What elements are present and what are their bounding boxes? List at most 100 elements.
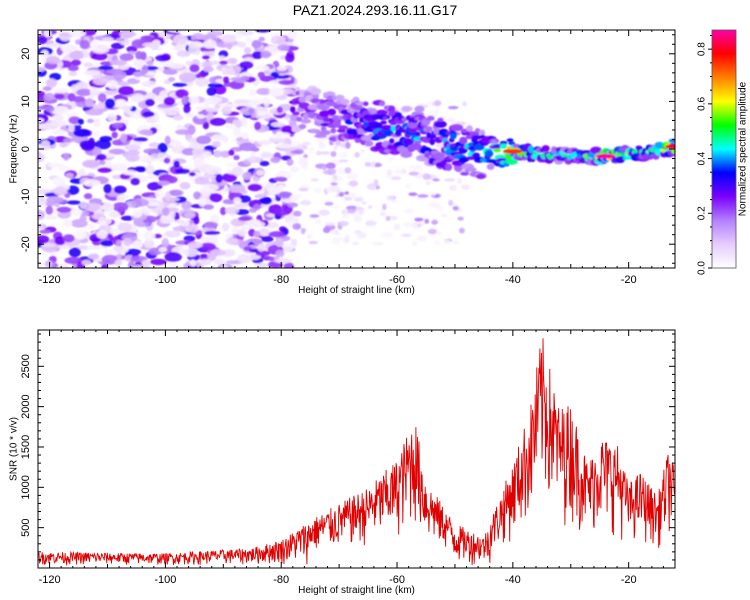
- noise-blob: [213, 150, 222, 158]
- noise-blob: [107, 79, 119, 90]
- noise-blob: [434, 100, 442, 106]
- ridge-blob: [335, 94, 345, 100]
- noise-blob: [183, 235, 196, 242]
- ridge-blob: [493, 148, 502, 153]
- noise-blob: [462, 101, 467, 107]
- ridge-blob: [325, 101, 338, 107]
- noise-blob: [408, 171, 419, 176]
- noise-blob: [330, 151, 337, 157]
- noise-blob: [54, 93, 65, 100]
- ridge-blob: [472, 152, 480, 158]
- noise-blob: [273, 208, 291, 216]
- noise-blob: [330, 182, 338, 186]
- noise-blob: [319, 151, 330, 155]
- noise-blob: [310, 178, 319, 182]
- noise-blob: [51, 105, 70, 116]
- noise-blob: [189, 64, 200, 73]
- noise-blob: [347, 176, 354, 180]
- noise-blob: [185, 112, 195, 118]
- ridge-blob: [363, 101, 369, 107]
- noise-blob: [98, 65, 114, 71]
- noise-blob: [98, 216, 112, 226]
- noise-blob: [303, 144, 308, 150]
- y-tick-label: 20: [20, 48, 32, 60]
- ridge-blob: [506, 138, 514, 142]
- ridge-blob: [429, 138, 436, 146]
- y-tick-label: 2000: [20, 394, 32, 418]
- noise-blob: [202, 39, 217, 49]
- noise-blob: [435, 231, 442, 235]
- noise-blob: [165, 191, 171, 202]
- ridge-blob: [475, 173, 486, 179]
- noise-blob: [111, 131, 118, 139]
- ridge-blob: [479, 129, 486, 136]
- noise-blob: [145, 165, 155, 175]
- noise-blob: [168, 77, 176, 82]
- x-tick-label: -100: [154, 574, 176, 586]
- noise-blob: [203, 221, 219, 229]
- x-tick-label: -80: [273, 574, 289, 586]
- noise-blob: [106, 113, 117, 122]
- noise-blob: [253, 203, 261, 211]
- noise-blob: [58, 263, 69, 268]
- ridge-blob: [376, 109, 388, 116]
- colorbar-tick-label: 0.8: [697, 42, 708, 56]
- noise-blob: [278, 79, 295, 85]
- noise-blob: [228, 149, 235, 156]
- noise-blob: [331, 237, 344, 241]
- noise-blob: [427, 100, 433, 106]
- x-tick-label: -20: [621, 274, 637, 286]
- noise-blob: [146, 60, 154, 67]
- noise-blob: [213, 259, 226, 265]
- noise-blob: [207, 83, 223, 88]
- noise-blob: [242, 171, 253, 181]
- y-tick-label: 500: [20, 518, 32, 536]
- noise-blob: [68, 71, 78, 77]
- noise-blob: [256, 87, 272, 96]
- x-tick-label: -20: [621, 574, 637, 586]
- noise-blob: [117, 88, 132, 94]
- noise-blob: [219, 150, 231, 158]
- noise-blob: [451, 240, 460, 245]
- noise-blob: [174, 168, 191, 174]
- noise-blob: [443, 178, 456, 182]
- noise-blob: [133, 137, 148, 142]
- noise-blob: [391, 199, 398, 203]
- noise-blob: [123, 238, 132, 246]
- noise-blob: [195, 77, 209, 87]
- ridge-blob: [425, 126, 433, 133]
- x-tick-label: -120: [39, 574, 61, 586]
- noise-blob: [76, 88, 93, 97]
- ridge-blob: [459, 136, 468, 145]
- noise-blob: [188, 172, 196, 177]
- noise-blob: [257, 140, 273, 145]
- noise-blob: [381, 232, 394, 238]
- noise-blob: [122, 169, 136, 176]
- noise-blob: [326, 168, 337, 176]
- noise-blob: [155, 54, 170, 62]
- noise-blob: [422, 173, 431, 180]
- noise-blob: [269, 138, 287, 143]
- noise-blob: [365, 220, 377, 227]
- noise-blob: [40, 140, 51, 149]
- ridge-blob: [460, 172, 470, 176]
- noise-blob: [70, 84, 79, 93]
- noise-blob: [434, 194, 440, 198]
- noise-blob: [146, 174, 157, 180]
- noise-blob: [143, 231, 156, 242]
- noise-blob: [52, 129, 66, 135]
- ridge-blob: [298, 96, 307, 103]
- noise-blob: [157, 180, 170, 186]
- noise-blob: [116, 195, 125, 202]
- noise-blob: [258, 36, 265, 42]
- colorbar-tick-label: 0.6: [697, 96, 708, 110]
- x-tick-label: -120: [39, 274, 61, 286]
- noise-blob: [179, 72, 197, 83]
- noise-blob: [73, 128, 91, 138]
- noise-blob: [447, 106, 459, 110]
- noise-blob: [45, 200, 56, 207]
- noise-blob: [443, 239, 451, 245]
- noise-blob: [338, 152, 349, 158]
- noise-blob: [62, 153, 70, 161]
